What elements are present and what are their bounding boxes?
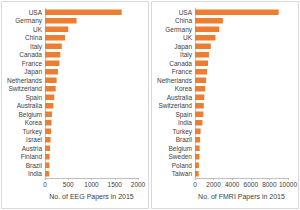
svg-text:10000: 10000 <box>279 181 297 188</box>
svg-text:China: China <box>175 17 192 24</box>
svg-text:Italy: Italy <box>180 51 193 59</box>
svg-text:Spain: Spain <box>25 94 42 102</box>
svg-text:Belgium: Belgium <box>169 145 192 153</box>
svg-text:India: India <box>178 119 192 126</box>
svg-text:Switzerland: Switzerland <box>158 102 192 109</box>
svg-text:China: China <box>25 34 42 41</box>
svg-text:8000: 8000 <box>262 181 277 188</box>
svg-text:Germany: Germany <box>165 26 192 34</box>
svg-text:Netherlands: Netherlands <box>157 77 193 84</box>
svg-text:Austria: Austria <box>22 145 43 152</box>
svg-text:Turkey: Turkey <box>22 128 42 136</box>
svg-text:Australia: Australia <box>167 94 193 101</box>
svg-text:India: India <box>28 170 42 177</box>
svg-text:USA: USA <box>29 9 43 16</box>
svg-text:Italy: Italy <box>30 43 43 51</box>
svg-text:France: France <box>172 68 193 75</box>
svg-text:Japan: Japan <box>24 68 42 76</box>
svg-text:Germany: Germany <box>15 17 42 25</box>
svg-text:UK: UK <box>33 26 43 33</box>
svg-text:Japan: Japan <box>174 43 192 51</box>
svg-text:No. of EEG Papers in 2015: No. of EEG Papers in 2015 <box>49 193 134 201</box>
svg-text:Korea: Korea <box>175 85 193 92</box>
svg-text:Canada: Canada <box>19 51 42 58</box>
svg-text:Turkey: Turkey <box>172 128 192 136</box>
svg-text:Canada: Canada <box>169 60 192 67</box>
svg-text:No. of FMRI Papers in 2015: No. of FMRI Papers in 2015 <box>198 193 285 201</box>
svg-text:1000: 1000 <box>84 181 99 188</box>
svg-text:0: 0 <box>43 181 47 188</box>
svg-text:4000: 4000 <box>225 181 240 188</box>
svg-text:0: 0 <box>193 181 197 188</box>
svg-text:500: 500 <box>63 181 74 188</box>
svg-text:6000: 6000 <box>244 181 259 188</box>
svg-text:Netherlands: Netherlands <box>7 77 43 84</box>
svg-text:Sweden: Sweden <box>169 153 193 160</box>
svg-text:Israel: Israel <box>26 136 42 143</box>
svg-text:Spain: Spain <box>175 111 192 119</box>
svg-text:2000: 2000 <box>131 181 146 188</box>
svg-text:2000: 2000 <box>206 181 221 188</box>
svg-text:Korea: Korea <box>25 119 43 126</box>
svg-text:Brazil: Brazil <box>176 136 193 143</box>
svg-text:Poland: Poland <box>172 162 193 169</box>
svg-text:Belgium: Belgium <box>19 111 42 119</box>
svg-text:France: France <box>22 60 43 67</box>
svg-text:1500: 1500 <box>108 181 123 188</box>
svg-text:UK: UK <box>183 34 193 41</box>
svg-text:Brazil: Brazil <box>26 162 43 169</box>
svg-text:Finland: Finland <box>21 153 43 160</box>
svg-text:Switzerland: Switzerland <box>8 85 42 92</box>
svg-text:Australia: Australia <box>17 102 43 109</box>
svg-text:Taiwan: Taiwan <box>172 170 193 177</box>
svg-text:USA: USA <box>179 9 193 16</box>
